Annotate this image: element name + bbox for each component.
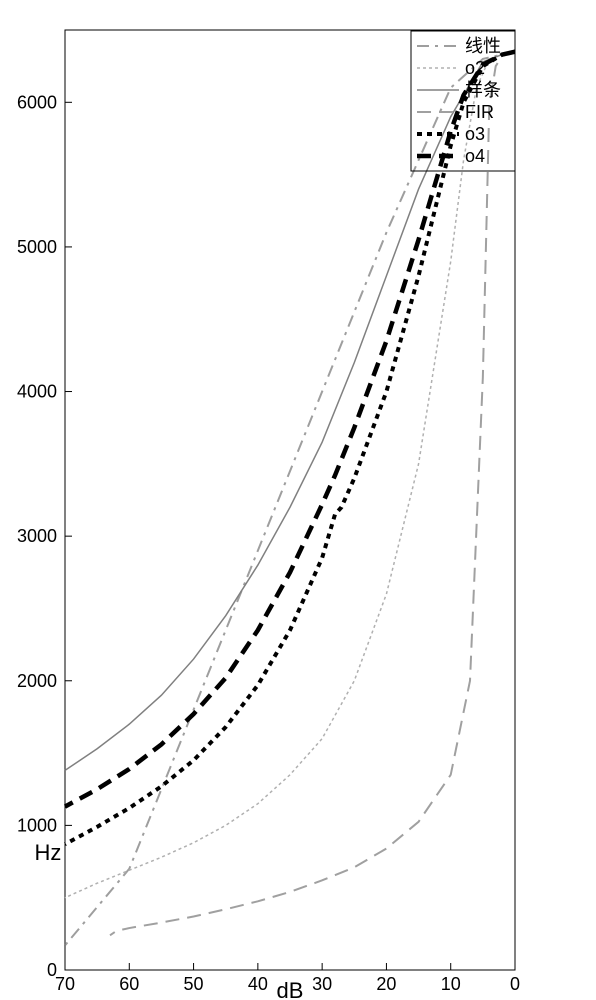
svg-text:3000: 3000 [17, 526, 57, 546]
series-group [65, 52, 515, 946]
svg-text:2000: 2000 [17, 671, 57, 691]
line-chart: 0 10 20 30 40 50 60 70 dB 0 1000 2000 3000 4000 5000… [0, 0, 596, 1000]
svg-text:60: 60 [119, 974, 139, 994]
series-fir [110, 52, 515, 936]
legend-label-spline: 样条 [465, 80, 501, 100]
series-linear [65, 52, 515, 946]
svg-text:70: 70 [55, 974, 75, 994]
legend-label-o4: o4 [465, 146, 485, 166]
legend-label-linear: 线性 [465, 36, 501, 56]
legend-label-o2: o2 [465, 58, 485, 78]
svg-text:0: 0 [510, 974, 520, 994]
svg-text:10: 10 [441, 974, 461, 994]
svg-text:4000: 4000 [17, 382, 57, 402]
series-spline [65, 52, 515, 771]
svg-text:30: 30 [312, 974, 332, 994]
x-axis-label: dB [277, 978, 304, 1000]
svg-text:5000: 5000 [17, 237, 57, 257]
y-axis-label: Hz [35, 840, 62, 865]
svg-text:6000: 6000 [17, 92, 57, 112]
svg-text:1000: 1000 [17, 815, 57, 835]
svg-text:0: 0 [47, 960, 57, 980]
legend-label-o3: o3 [465, 124, 485, 144]
series-o2 [65, 52, 515, 898]
svg-text:20: 20 [376, 974, 396, 994]
svg-text:40: 40 [248, 974, 268, 994]
legend-label-fir: FIR [465, 102, 494, 122]
svg-text:50: 50 [184, 974, 204, 994]
